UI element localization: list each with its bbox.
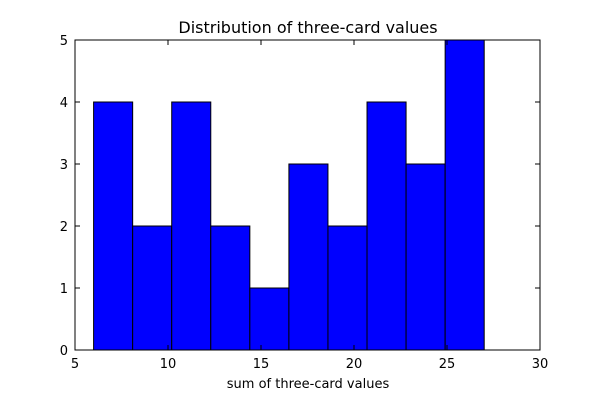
histogram-bar bbox=[93, 101, 134, 351]
histogram-bar bbox=[405, 163, 446, 351]
y-tick-label: 5 bbox=[60, 34, 68, 49]
plot-frame bbox=[74, 39, 541, 351]
x-tick-label: 30 bbox=[532, 357, 549, 372]
x-axis-label: sum of three-card values bbox=[227, 377, 390, 392]
y-tick-label: 2 bbox=[60, 220, 68, 235]
x-tick-label: 15 bbox=[253, 357, 270, 372]
y-tick-label: 0 bbox=[60, 344, 68, 359]
histogram-bar bbox=[171, 101, 212, 351]
histogram-bar bbox=[444, 39, 485, 351]
histogram-bar bbox=[249, 287, 290, 351]
x-tick-label: 20 bbox=[346, 357, 363, 372]
x-tick-label: 5 bbox=[71, 357, 79, 372]
y-axis-ticks: 0 1 2 3 4 5 bbox=[60, 34, 540, 359]
histogram-bar bbox=[210, 225, 251, 351]
x-tick-label: 10 bbox=[160, 357, 177, 372]
y-tick-label: 3 bbox=[60, 158, 68, 173]
histogram-bar bbox=[132, 225, 173, 351]
bars-group bbox=[93, 39, 485, 351]
y-tick-label: 4 bbox=[60, 96, 68, 111]
x-axis-ticks: 5 10 15 20 25 30 bbox=[71, 40, 548, 372]
histogram-bar bbox=[288, 163, 329, 351]
histogram-bar bbox=[366, 101, 407, 351]
x-tick-label: 25 bbox=[439, 357, 456, 372]
histogram-bar bbox=[327, 225, 368, 351]
chart-title: Distribution of three-card values bbox=[178, 18, 437, 37]
y-tick-label: 1 bbox=[60, 282, 68, 297]
